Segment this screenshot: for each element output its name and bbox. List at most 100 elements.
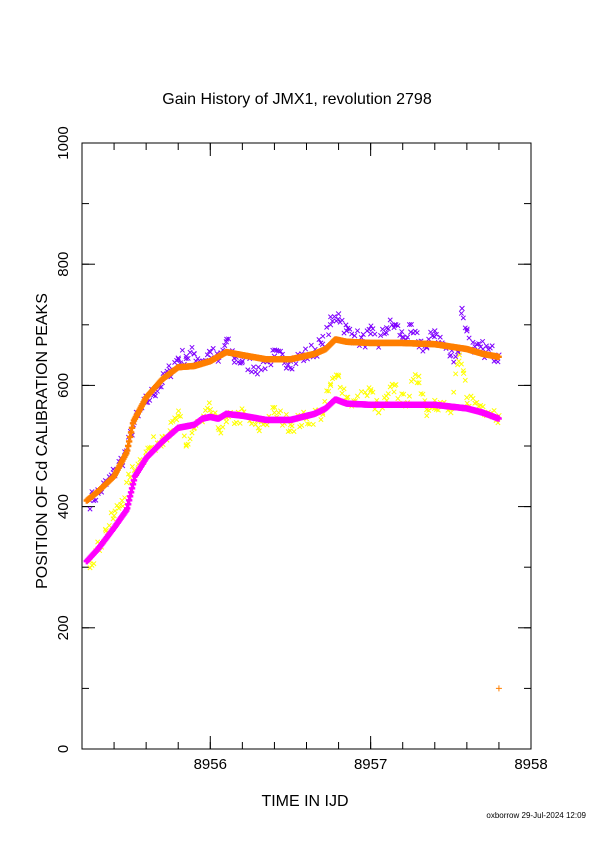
- data-point: [177, 413, 184, 419]
- data-point: [222, 343, 228, 349]
- data-point: [387, 317, 393, 323]
- data-point: [191, 351, 197, 357]
- data-point: [495, 415, 502, 422]
- data-point: [426, 407, 432, 414]
- data-point: [129, 464, 135, 470]
- data-point: [114, 503, 120, 509]
- data-point: [455, 362, 461, 368]
- data-point: [358, 389, 364, 395]
- data-point: [420, 348, 426, 354]
- data-point: [195, 356, 201, 362]
- data-point: [271, 409, 278, 416]
- data-point: [106, 522, 112, 529]
- data-point: [252, 422, 259, 428]
- data-point: [339, 390, 345, 396]
- data-point: [432, 328, 438, 334]
- data-point: [397, 332, 403, 338]
- data-point: [491, 408, 497, 414]
- data-point: [360, 331, 366, 338]
- data-point: [345, 394, 351, 400]
- data-point: [383, 330, 389, 336]
- data-point: [189, 344, 195, 350]
- data-point: [324, 324, 330, 330]
- data-point: [181, 433, 187, 439]
- data-point: [166, 363, 172, 369]
- data-point: [187, 349, 193, 355]
- data-point: [437, 334, 443, 340]
- data-point: [112, 508, 118, 514]
- data-point: [389, 322, 395, 328]
- data-point: [102, 526, 108, 532]
- data-point: [395, 395, 401, 402]
- data-point: [331, 313, 337, 320]
- data-point: [212, 410, 218, 416]
- data-point: [362, 389, 368, 395]
- data-point: [433, 331, 439, 337]
- y-tick-label: 1000: [55, 126, 72, 159]
- data-point: [478, 402, 484, 408]
- data-point: [331, 375, 337, 381]
- data-point: [335, 316, 341, 322]
- data-point: [453, 371, 459, 377]
- data-point: [460, 368, 466, 374]
- data-point: [343, 322, 349, 328]
- data-point: [256, 428, 262, 434]
- data-point: [268, 362, 274, 368]
- data-point: [347, 326, 353, 332]
- data-point: [420, 391, 426, 397]
- data-point: [320, 333, 326, 339]
- data-point: [483, 343, 489, 349]
- data-point: [150, 434, 157, 440]
- data-point: [189, 430, 195, 436]
- data-point: [206, 348, 212, 354]
- data-point-outlier: [495, 685, 502, 692]
- data-point: [495, 359, 501, 365]
- data-point: [322, 398, 328, 404]
- data-point: [414, 380, 420, 386]
- data-point: [283, 365, 289, 371]
- data-point: [318, 340, 324, 346]
- data-point: [279, 351, 285, 357]
- data-point: [116, 505, 122, 511]
- data-point: [110, 516, 116, 522]
- data-point: [87, 506, 93, 512]
- data-point: [466, 335, 472, 341]
- data-point: [239, 360, 245, 366]
- data-point: [207, 406, 214, 413]
- data-point: [428, 329, 434, 335]
- y-tick-label: 800: [55, 252, 72, 277]
- data-point: [480, 338, 486, 344]
- data-point: [327, 382, 334, 389]
- data-point: [354, 328, 361, 334]
- data-point: [270, 404, 276, 410]
- data-point: [254, 371, 260, 377]
- data-point: [453, 354, 459, 360]
- y-axis-label: POSITION OF Cd CALIBRATION PEAKS: [34, 293, 51, 589]
- data-point: [391, 389, 397, 395]
- data-point: [152, 393, 158, 399]
- data-point: [470, 395, 476, 402]
- data-point: [170, 418, 176, 424]
- data-point: [91, 561, 97, 567]
- data-point: [406, 393, 413, 399]
- data-point: [326, 332, 332, 338]
- data-point: [376, 410, 382, 416]
- data-point: [226, 336, 232, 342]
- data-point: [237, 420, 243, 426]
- data-point: [185, 355, 191, 361]
- data-point: [249, 369, 255, 375]
- data-point: [262, 366, 268, 372]
- data-point: [387, 384, 393, 390]
- data-point: [339, 317, 345, 323]
- data-series-2: [87, 352, 502, 571]
- data-point: [287, 428, 293, 434]
- data-point: [366, 326, 372, 332]
- data-point: [368, 323, 374, 329]
- data-point: [291, 429, 297, 435]
- data-series-4: [83, 396, 502, 565]
- data-point: [310, 421, 316, 427]
- y-tick-label: 400: [55, 494, 72, 519]
- data-point: [179, 347, 185, 353]
- data-point: [464, 394, 470, 401]
- data-point: [272, 404, 278, 411]
